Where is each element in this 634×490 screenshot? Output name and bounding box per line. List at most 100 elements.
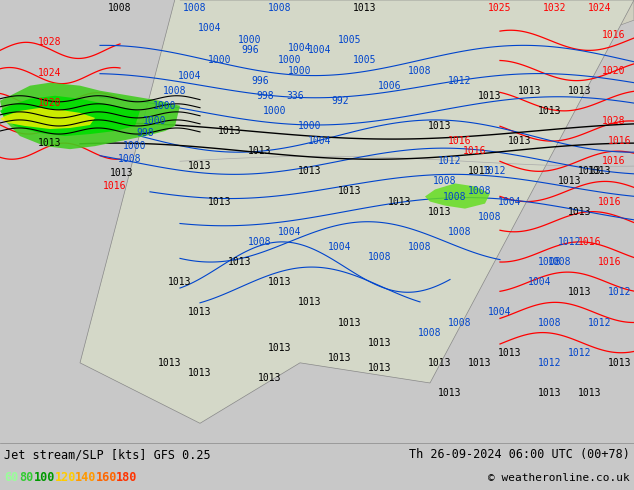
Text: 1004: 1004 [328, 242, 352, 252]
Polygon shape [0, 108, 95, 129]
Text: 1000: 1000 [208, 55, 232, 66]
Text: 1013: 1013 [518, 86, 541, 96]
Text: 1028: 1028 [602, 116, 626, 126]
Text: 1024: 1024 [588, 3, 612, 13]
Text: 1008: 1008 [443, 192, 467, 201]
Text: 1013: 1013 [339, 318, 362, 327]
Text: 160: 160 [96, 471, 117, 484]
Text: 998: 998 [256, 91, 274, 101]
Text: 1013: 1013 [478, 91, 501, 101]
Text: 1013: 1013 [188, 368, 212, 378]
Text: 1004: 1004 [488, 307, 512, 318]
Text: 1032: 1032 [543, 3, 567, 13]
Text: 1004: 1004 [498, 196, 522, 207]
Polygon shape [0, 83, 180, 149]
Text: 1012: 1012 [568, 348, 592, 358]
Text: 1004: 1004 [308, 136, 332, 146]
Text: 1013: 1013 [218, 126, 242, 136]
Text: 1005: 1005 [353, 55, 377, 66]
Text: 1013: 1013 [208, 196, 232, 207]
Text: 1004: 1004 [288, 44, 312, 53]
Text: 1004: 1004 [308, 46, 332, 55]
Text: 180: 180 [116, 471, 138, 484]
Text: 1024: 1024 [38, 68, 61, 77]
Text: Th 26-09-2024 06:00 UTC (00+78): Th 26-09-2024 06:00 UTC (00+78) [409, 448, 630, 461]
Text: 1000: 1000 [153, 101, 177, 111]
Text: 1013: 1013 [368, 363, 392, 373]
Text: 1028: 1028 [38, 37, 61, 48]
Text: 1013: 1013 [388, 196, 411, 207]
Text: 1013: 1013 [508, 136, 532, 146]
Text: 1013: 1013 [608, 358, 631, 368]
Text: 1013: 1013 [498, 348, 522, 358]
Text: 1008: 1008 [119, 154, 142, 164]
Polygon shape [425, 183, 490, 209]
Text: © weatheronline.co.uk: © weatheronline.co.uk [488, 473, 630, 483]
Text: 1012: 1012 [483, 166, 507, 176]
Text: 1013: 1013 [228, 257, 252, 267]
Text: 1016: 1016 [103, 181, 127, 192]
Text: 1013: 1013 [538, 106, 562, 116]
Text: 992: 992 [331, 96, 349, 106]
Text: 1013: 1013 [559, 176, 582, 186]
Text: 1013: 1013 [110, 169, 134, 178]
Text: 1012: 1012 [608, 287, 631, 297]
Text: 1012: 1012 [538, 358, 562, 368]
Text: 1004: 1004 [198, 23, 222, 33]
Text: 1008: 1008 [538, 257, 562, 267]
Text: 1013: 1013 [353, 3, 377, 13]
Text: 1008: 1008 [249, 237, 272, 247]
Text: 1012: 1012 [559, 237, 582, 247]
Text: 336: 336 [286, 91, 304, 101]
Text: 1012: 1012 [438, 156, 462, 166]
Text: 1013: 1013 [538, 388, 562, 398]
Text: 1013: 1013 [469, 358, 492, 368]
Text: 1000: 1000 [238, 35, 262, 45]
Text: 1013: 1013 [578, 388, 602, 398]
Text: 1013: 1013 [298, 297, 321, 307]
Text: 996: 996 [241, 46, 259, 55]
Text: 1013: 1013 [328, 353, 352, 363]
Text: Jet stream/SLP [kts] GFS 0.25: Jet stream/SLP [kts] GFS 0.25 [4, 448, 210, 461]
Text: 1000: 1000 [278, 55, 302, 66]
Text: 1013: 1013 [258, 373, 281, 383]
Text: 1008: 1008 [183, 3, 207, 13]
Text: 1013: 1013 [298, 166, 321, 176]
Text: 1013: 1013 [168, 277, 191, 287]
Polygon shape [570, 0, 634, 25]
Text: 1016: 1016 [463, 146, 487, 156]
Text: 1008: 1008 [408, 66, 432, 75]
Text: 1016: 1016 [448, 136, 472, 146]
Text: 1012: 1012 [588, 318, 612, 327]
Text: 1000: 1000 [298, 121, 321, 131]
Text: 1016: 1016 [578, 237, 602, 247]
Text: 1013: 1013 [188, 161, 212, 172]
Text: 1004: 1004 [178, 71, 202, 80]
Polygon shape [0, 96, 140, 136]
Text: 1016: 1016 [608, 136, 631, 146]
Text: 1008: 1008 [548, 257, 572, 267]
Text: 1008: 1008 [433, 176, 456, 186]
Polygon shape [80, 0, 634, 423]
Text: 1013: 1013 [428, 121, 452, 131]
Text: 1013: 1013 [438, 388, 462, 398]
Text: 998: 998 [136, 128, 154, 138]
Text: 1000: 1000 [143, 116, 167, 126]
Text: 1013: 1013 [568, 287, 592, 297]
Text: 1013: 1013 [428, 207, 452, 217]
Text: 1013: 1013 [469, 166, 492, 176]
Text: 1004: 1004 [528, 277, 552, 287]
Text: 1000: 1000 [288, 66, 312, 75]
Text: 1006: 1006 [378, 81, 402, 91]
Text: 1020: 1020 [38, 98, 61, 108]
Text: 1008: 1008 [368, 252, 392, 262]
Text: 1005: 1005 [339, 35, 362, 45]
Text: 1008: 1008 [418, 328, 442, 338]
Text: 1013: 1013 [339, 187, 362, 196]
Text: 1013: 1013 [268, 343, 292, 353]
Text: 120: 120 [55, 471, 76, 484]
Text: 1013: 1013 [188, 307, 212, 318]
Text: 140: 140 [75, 471, 96, 484]
Text: 1000: 1000 [123, 141, 146, 151]
Text: 1013: 1013 [428, 358, 452, 368]
